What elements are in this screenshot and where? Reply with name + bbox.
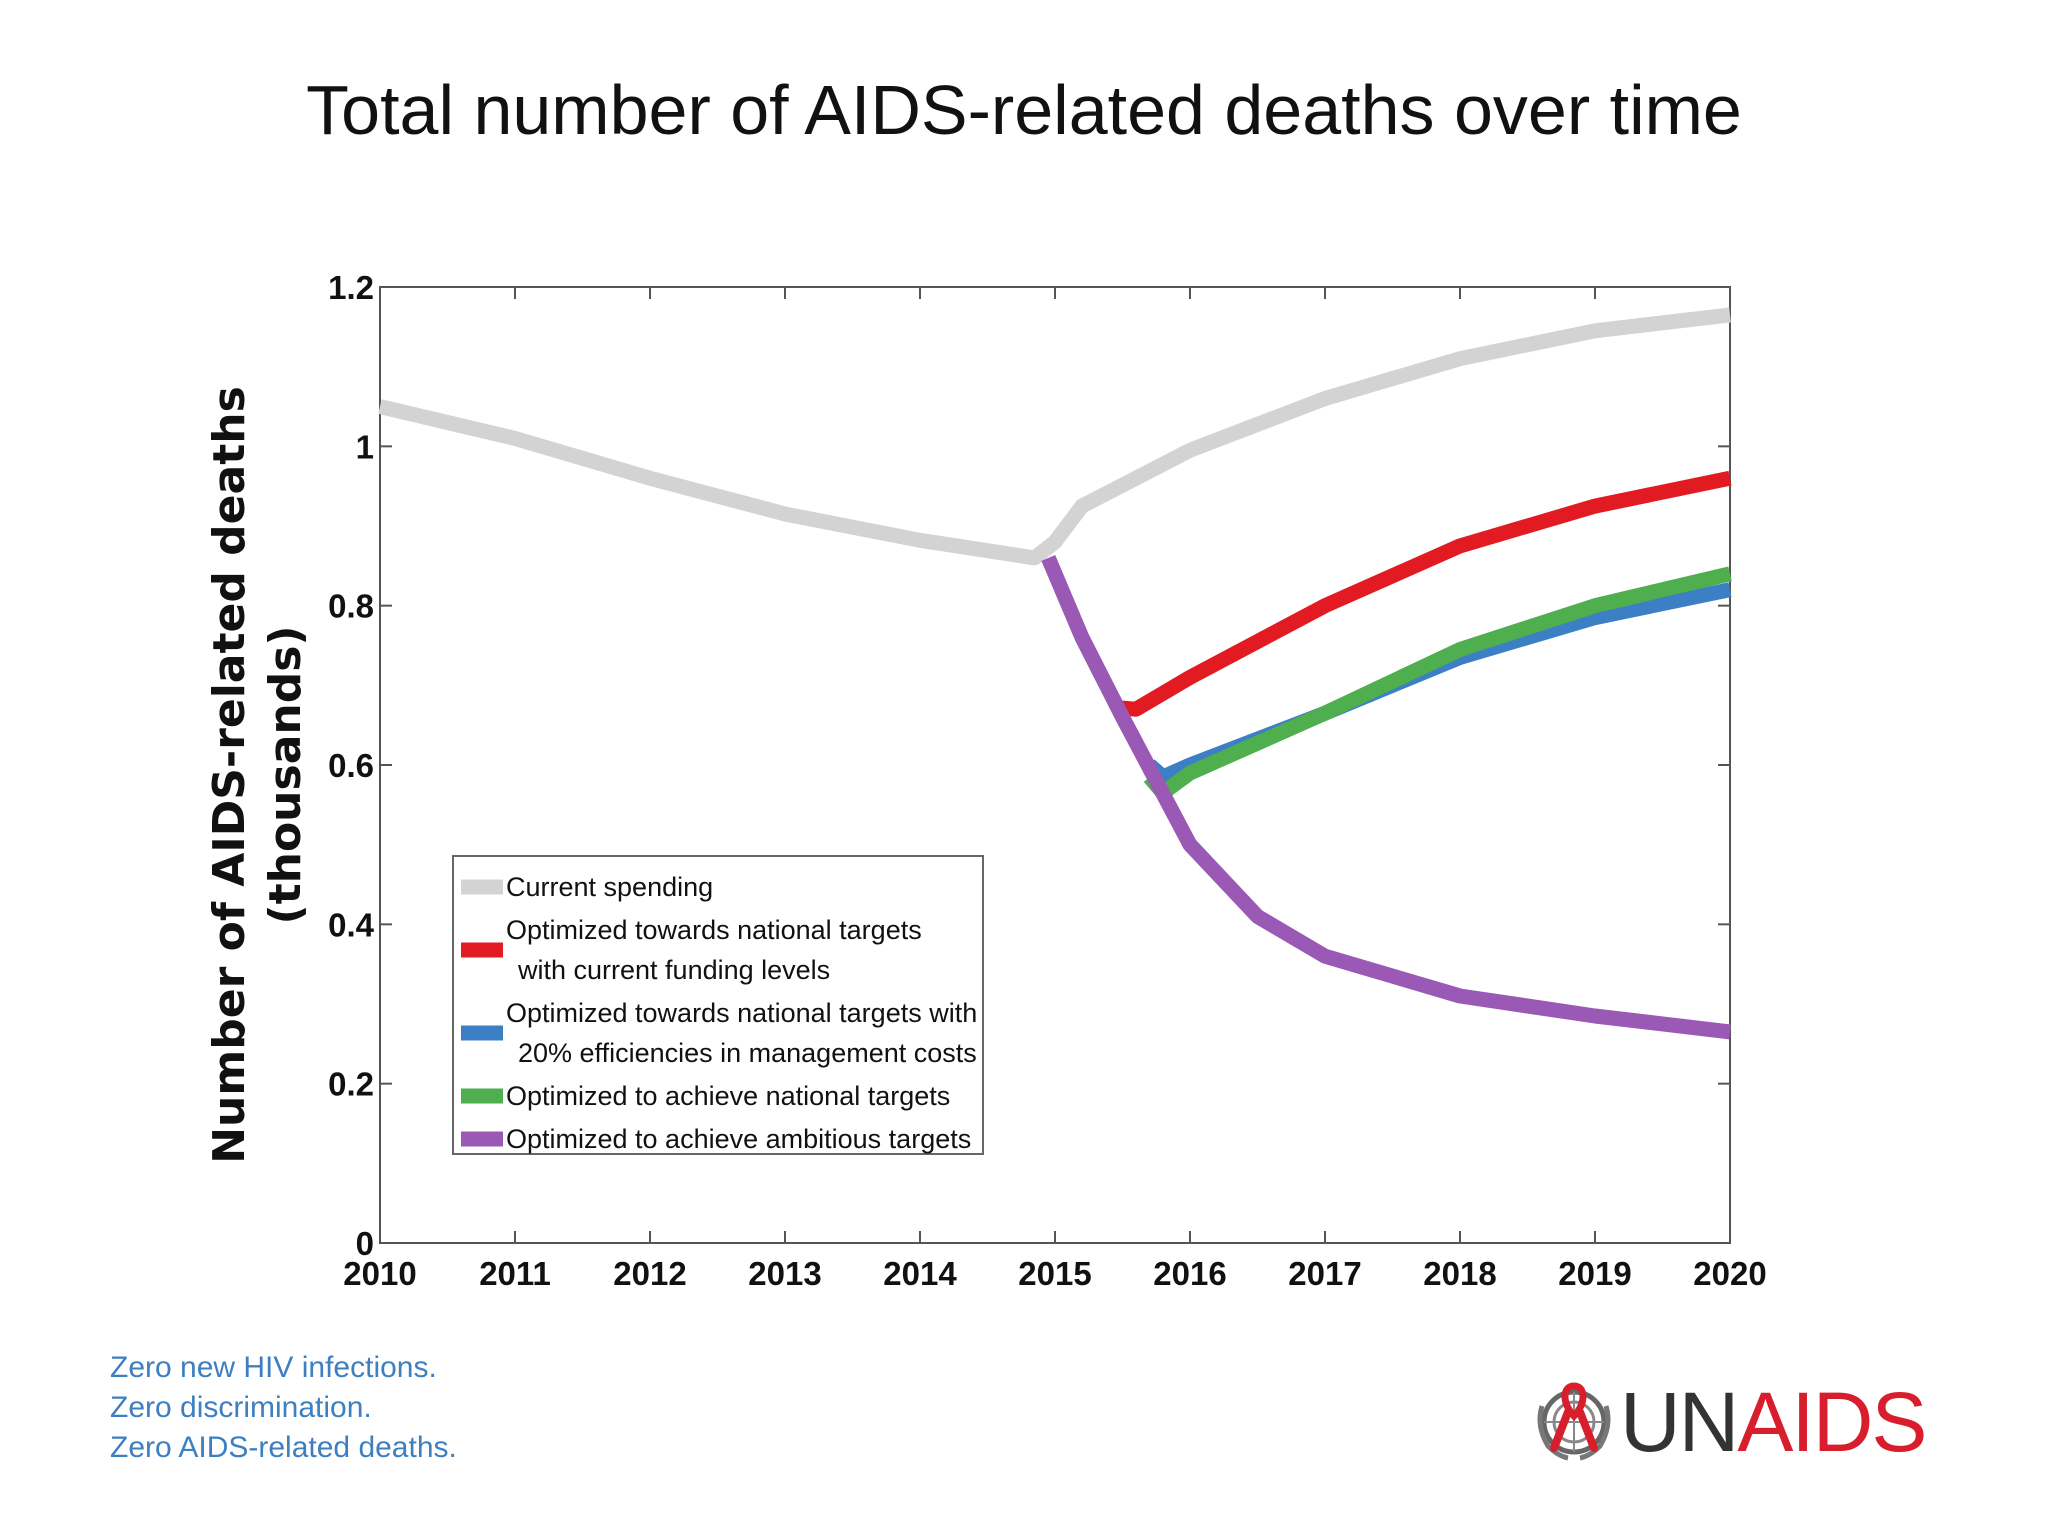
x-tick-label: 2018 [1423, 1255, 1496, 1292]
y-tick-label: 0.4 [328, 906, 375, 943]
x-tick-label: 2015 [1018, 1255, 1091, 1292]
y-axis-title: Number of AIDS-related deaths (thousands) [204, 386, 311, 1164]
unaids-logo: UNAIDS [1528, 1372, 1927, 1472]
x-tick-label: 2019 [1558, 1255, 1631, 1292]
x-tick-label: 2020 [1693, 1255, 1766, 1292]
x-tick-label: 2011 [479, 1255, 551, 1292]
tagline-line-3: Zero AIDS-related deaths. [110, 1431, 457, 1464]
tagline-line-2: Zero discrimination. [110, 1391, 372, 1424]
logo-un: UN [1620, 1374, 1739, 1469]
x-tick-label: 2014 [883, 1255, 957, 1292]
legend-label-4: Optimized to achieve national targets [506, 1081, 950, 1111]
y-tick-label: 1.2 [328, 269, 374, 306]
legend-label-3-line-2: 20% efficiencies in management costs [518, 1038, 977, 1068]
tagline-line-1: Zero new HIV infections. [110, 1351, 437, 1384]
y-tick-label: 0 [356, 1225, 374, 1262]
legend-label-3-line-1: Optimized towards national targets with [506, 998, 977, 1028]
legend-label-5: Optimized to achieve ambitious targets [506, 1124, 971, 1154]
x-tick-label: 2016 [1153, 1255, 1226, 1292]
series-layer [378, 307, 1732, 1040]
axis-layer: 2010 2011 2012 2013 2014 2015 2016 2017 2018 2019… [328, 269, 1767, 1292]
logo-wordmark: UNAIDS [1620, 1374, 1927, 1471]
legend-box [452, 855, 984, 1155]
y-tick-label: 1 [356, 428, 374, 465]
x-tick-label: 2012 [613, 1255, 686, 1292]
y-axis-title-line-2: (thousands) [260, 625, 311, 924]
tagline: Zero new HIV infections. Zero discrimina… [110, 1348, 457, 1468]
y-tick-label: 0.6 [328, 747, 374, 784]
series-line-2 [1115, 470, 1732, 717]
y-axis-title-line-1: Number of AIDS-related deaths [204, 386, 255, 1164]
legend: Current spending Optimized towards nation… [452, 855, 984, 1155]
un-emblem-red-ribbon-icon [1537, 1382, 1611, 1461]
y-tick-label: 0.2 [328, 1066, 374, 1103]
x-tick-label: 2013 [748, 1255, 821, 1292]
legend-label-2-line-2: with current funding levels [517, 955, 830, 985]
series-line-1 [378, 307, 1731, 566]
x-tick-label: 2010 [343, 1255, 416, 1292]
legend-label-1: Current spending [506, 872, 713, 902]
y-tick-label: 0.8 [328, 588, 374, 625]
logo-aids: AIDS [1737, 1374, 1927, 1469]
slide-title: Total number of AIDS-related deaths over… [306, 71, 1742, 149]
x-tick-label: 2017 [1288, 1255, 1361, 1292]
legend-label-2-line-1: Optimized towards national targets [506, 915, 922, 945]
series-line-5 [1041, 554, 1731, 1040]
